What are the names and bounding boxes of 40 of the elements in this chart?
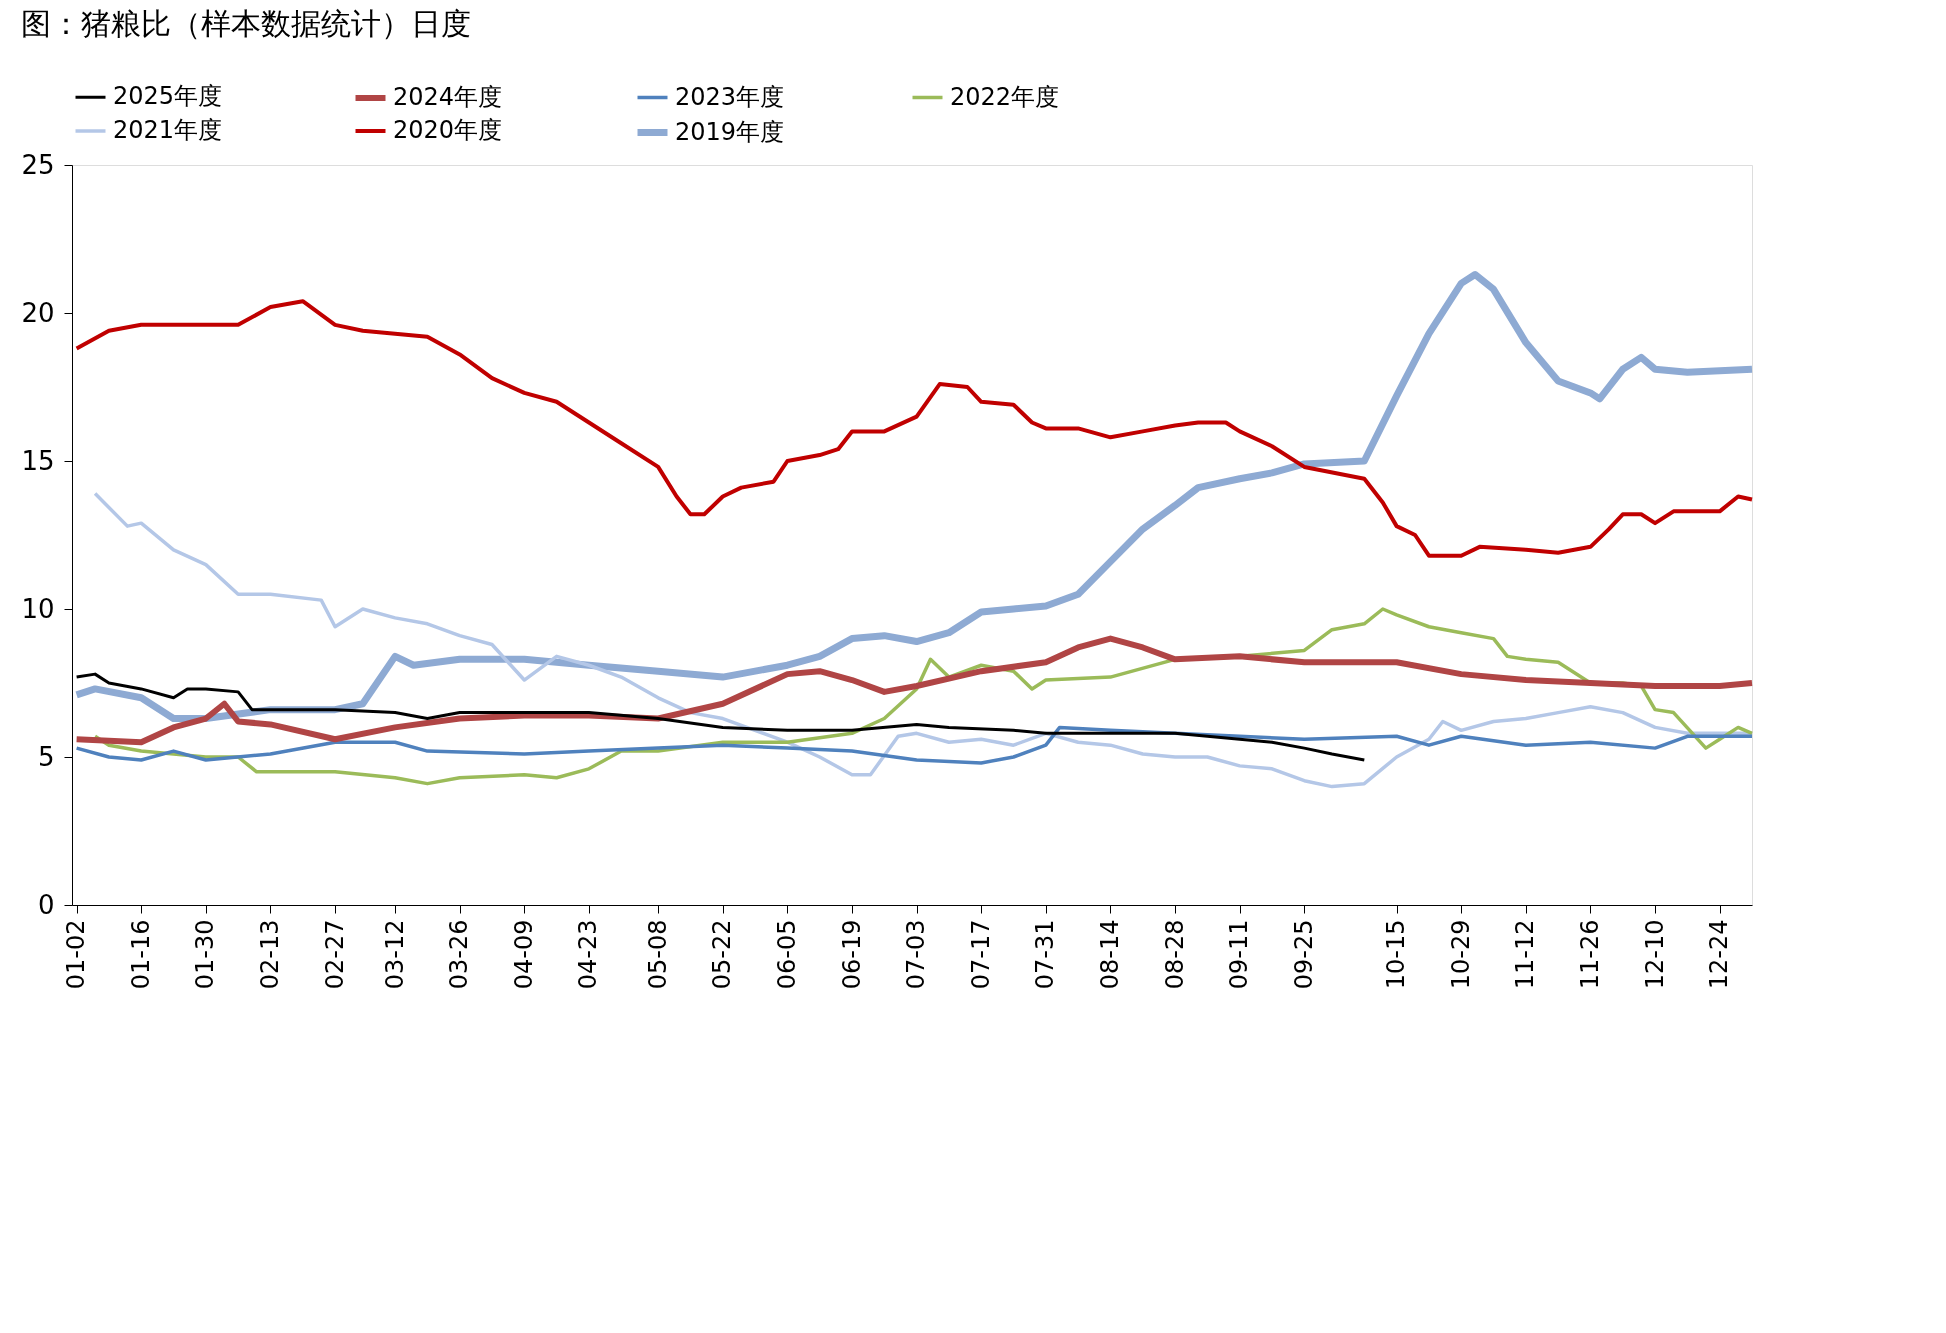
legend-label: 2025年度 bbox=[113, 82, 223, 111]
y-tick-label: 5 bbox=[37, 741, 55, 772]
legend-label: 2019年度 bbox=[675, 117, 785, 146]
x-tick-label: 08-14 bbox=[1095, 919, 1124, 990]
x-tick-label: 08-28 bbox=[1160, 919, 1189, 990]
legend-label: 2022年度 bbox=[950, 82, 1060, 111]
x-tick-label: 12-10 bbox=[1640, 919, 1669, 990]
x-tick-label: 10-29 bbox=[1446, 919, 1475, 990]
x-tick-label: 05-22 bbox=[708, 919, 737, 990]
chart-title: 图：猪粮比（样本数据统计）日度 bbox=[20, 6, 471, 41]
x-tick-label: 03-12 bbox=[380, 919, 409, 990]
x-tick-label: 06-19 bbox=[837, 919, 866, 990]
x-tick-label: 02-13 bbox=[255, 919, 284, 990]
x-tick-label: 09-25 bbox=[1289, 919, 1318, 990]
x-tick-label: 05-08 bbox=[643, 919, 672, 990]
legend-label: 2021年度 bbox=[113, 116, 223, 144]
x-tick-label: 10-15 bbox=[1382, 919, 1411, 990]
x-tick-label: 11-26 bbox=[1575, 919, 1604, 990]
x-tick-label: 04-09 bbox=[509, 919, 538, 990]
x-tick-label: 01-02 bbox=[62, 919, 91, 990]
x-tick-label: 07-03 bbox=[902, 919, 931, 990]
y-tick-label: 10 bbox=[21, 593, 55, 624]
y-tick-label: 15 bbox=[21, 445, 55, 476]
x-tick-label: 07-31 bbox=[1031, 919, 1060, 990]
x-tick-label: 07-17 bbox=[966, 919, 995, 990]
x-tick-label: 11-12 bbox=[1511, 919, 1540, 990]
x-tick-label: 04-23 bbox=[574, 919, 603, 990]
legend-label: 2024年度 bbox=[393, 83, 503, 111]
y-tick-label: 25 bbox=[21, 149, 55, 180]
x-tick-label: 01-16 bbox=[126, 919, 155, 990]
y-tick-label: 20 bbox=[21, 297, 55, 328]
x-tick-label: 12-24 bbox=[1705, 919, 1734, 990]
legend-label: 2023年度 bbox=[675, 82, 785, 111]
y-tick-label: 0 bbox=[37, 889, 55, 920]
legend-label: 2020年度 bbox=[393, 116, 503, 144]
x-tick-label: 01-30 bbox=[191, 919, 220, 990]
x-tick-label: 06-05 bbox=[772, 919, 801, 990]
x-tick-label: 09-11 bbox=[1225, 919, 1254, 990]
x-tick-label: 03-26 bbox=[445, 919, 474, 990]
x-tick-label: 02-27 bbox=[320, 919, 349, 990]
